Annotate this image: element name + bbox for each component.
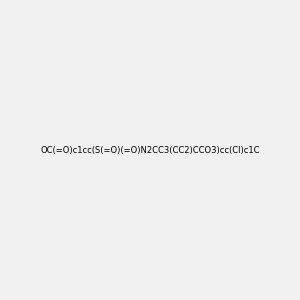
Text: OC(=O)c1cc(S(=O)(=O)N2CC3(CC2)CCO3)cc(Cl)c1C: OC(=O)c1cc(S(=O)(=O)N2CC3(CC2)CCO3)cc(Cl…	[40, 146, 260, 154]
